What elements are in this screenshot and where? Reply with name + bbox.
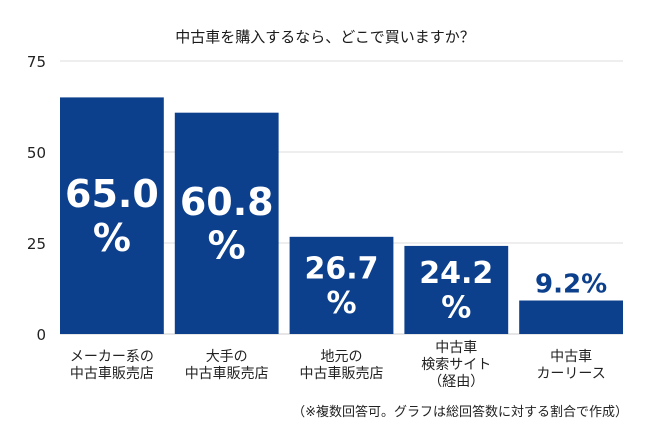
x-tick-label: 検索サイト (421, 356, 491, 373)
footnote: （※複数回答可。グラフは総回答数に対する割合で作成） (292, 405, 628, 420)
x-tick-label: 中古車販売店 (185, 365, 269, 382)
y-tick-label: 25 (27, 235, 46, 253)
bar (289, 236, 394, 334)
x-tick-label: メーカー系の (70, 349, 154, 365)
x-tick-label: （経由） (428, 374, 484, 390)
data-label: 60.8 (180, 180, 274, 224)
x-tick-label: 中古車 (435, 339, 477, 356)
data-label: 24.2 (419, 256, 493, 291)
bar (404, 245, 509, 334)
data-label: 65.0 (65, 172, 159, 216)
data-label: % (93, 216, 131, 260)
y-tick-label: 50 (27, 144, 46, 162)
x-tick-label: 中古車 (550, 348, 592, 365)
data-label: % (326, 286, 356, 321)
x-tick-label: 中古車販売店 (70, 365, 154, 382)
data-label: % (441, 291, 471, 326)
x-tick-label: 大手の (206, 349, 248, 365)
x-tick-label: 地元の (321, 349, 363, 365)
bar (174, 112, 279, 334)
chart-title: 中古車を購入するなら、どこで買いますか？ (175, 28, 475, 46)
y-tick-label: 75 (27, 53, 46, 71)
data-label: 26.7 (304, 252, 378, 287)
x-tick-label: 中古車販売店 (300, 365, 384, 382)
y-tick-label: 0 (36, 326, 46, 344)
data-label: 9.2% (535, 270, 607, 300)
bar (60, 97, 164, 335)
data-label: % (208, 223, 246, 267)
x-tick-label: カーリース (536, 366, 605, 382)
bar (519, 300, 623, 334)
